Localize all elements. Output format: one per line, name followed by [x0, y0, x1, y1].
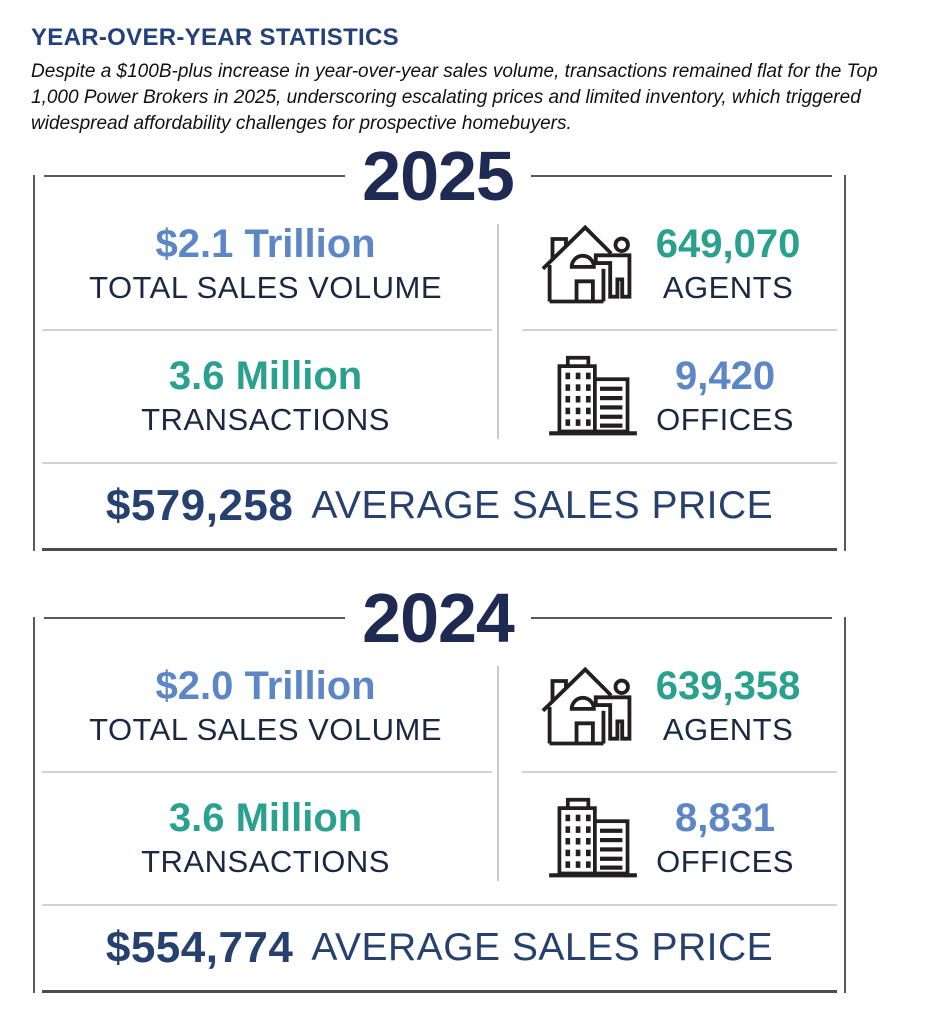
title-rule-right — [530, 616, 833, 619]
price-row-divider — [42, 462, 837, 464]
panel-title-row: 2024 — [44, 583, 833, 653]
stat-cell-agents: 639,358 AGENTS — [496, 617, 844, 772]
title-rule-right — [530, 174, 833, 177]
year-heading: 2025 — [362, 136, 515, 215]
stat-cell-sales-volume: $2.0 Trillion TOTAL SALES VOLUME — [35, 617, 496, 772]
transactions-value: 3.6 Million — [168, 354, 363, 398]
office-buildings-icon — [546, 354, 640, 438]
house-with-agent-icon — [540, 662, 640, 750]
title-rule-left — [44, 174, 346, 177]
average-price-value: $579,258 — [105, 481, 294, 530]
column-divider — [497, 224, 499, 439]
panel-title-row: 2025 — [44, 141, 833, 211]
agents-value: 639,358 — [655, 663, 801, 708]
title-rule-left — [44, 616, 346, 619]
stats-grid: $2.0 Trillion TOTAL SALES VOLUME 639,358… — [35, 617, 844, 904]
column-divider — [497, 666, 499, 881]
row-divider-left — [42, 329, 492, 331]
stat-cell-transactions: 3.6 Million TRANSACTIONS — [35, 772, 496, 904]
stat-cell-agents: 649,070 AGENTS — [496, 175, 844, 330]
sales-volume-label: TOTAL SALES VOLUME — [89, 711, 443, 747]
stat-cell-offices: 9,420 OFFICES — [496, 330, 844, 462]
average-price-value: $554,774 — [105, 923, 294, 972]
sales-volume-value: $2.1 Trillion — [155, 221, 376, 266]
agents-label: AGENTS — [662, 269, 794, 305]
sales-volume-label: TOTAL SALES VOLUME — [89, 269, 443, 305]
sales-volume-value: $2.0 Trillion — [155, 663, 376, 708]
row-divider-right — [522, 329, 837, 331]
average-price-label: AVERAGE SALES PRICE — [311, 926, 774, 969]
panel-bottom-rule — [42, 548, 837, 551]
average-price-row: $579,258 AVERAGE SALES PRICE — [33, 464, 846, 548]
price-row-divider — [42, 904, 837, 906]
stat-cell-sales-volume: $2.1 Trillion TOTAL SALES VOLUME — [35, 175, 496, 330]
page-header: YEAR-OVER-YEAR STATISTICS Despite a $100… — [31, 24, 919, 137]
house-with-agent-icon — [540, 220, 640, 308]
office-buildings-icon — [546, 796, 640, 880]
transactions-label: TRANSACTIONS — [141, 844, 390, 879]
offices-value: 8,831 — [674, 796, 776, 840]
stats-panel-2025: 2025 $2.1 Trillion TOTAL SALES VOLUME 64… — [33, 141, 846, 551]
average-price-label: AVERAGE SALES PRICE — [311, 484, 774, 527]
intro-paragraph: Despite a $100B-plus increase in year-ov… — [31, 61, 878, 134]
transactions-value: 3.6 Million — [168, 796, 363, 840]
transactions-label: TRANSACTIONS — [141, 402, 390, 437]
stat-cell-offices: 8,831 OFFICES — [496, 772, 844, 904]
stat-cell-transactions: 3.6 Million TRANSACTIONS — [35, 330, 496, 462]
stats-panel-2024: 2024 $2.0 Trillion TOTAL SALES VOLUME 63… — [33, 583, 846, 993]
agents-label: AGENTS — [662, 711, 794, 747]
offices-label: OFFICES — [656, 844, 794, 879]
average-price-row: $554,774 AVERAGE SALES PRICE — [33, 906, 846, 990]
panel-bottom-rule — [42, 990, 837, 993]
offices-value: 9,420 — [674, 354, 776, 398]
page-title: YEAR-OVER-YEAR STATISTICS — [31, 24, 399, 51]
panel-frame — [33, 617, 846, 993]
stats-grid: $2.1 Trillion TOTAL SALES VOLUME 649,070… — [35, 175, 844, 462]
agents-value: 649,070 — [655, 221, 801, 266]
offices-label: OFFICES — [656, 402, 794, 437]
panel-frame — [33, 175, 846, 551]
year-heading: 2024 — [362, 578, 515, 657]
row-divider-right — [522, 771, 837, 773]
row-divider-left — [42, 771, 492, 773]
